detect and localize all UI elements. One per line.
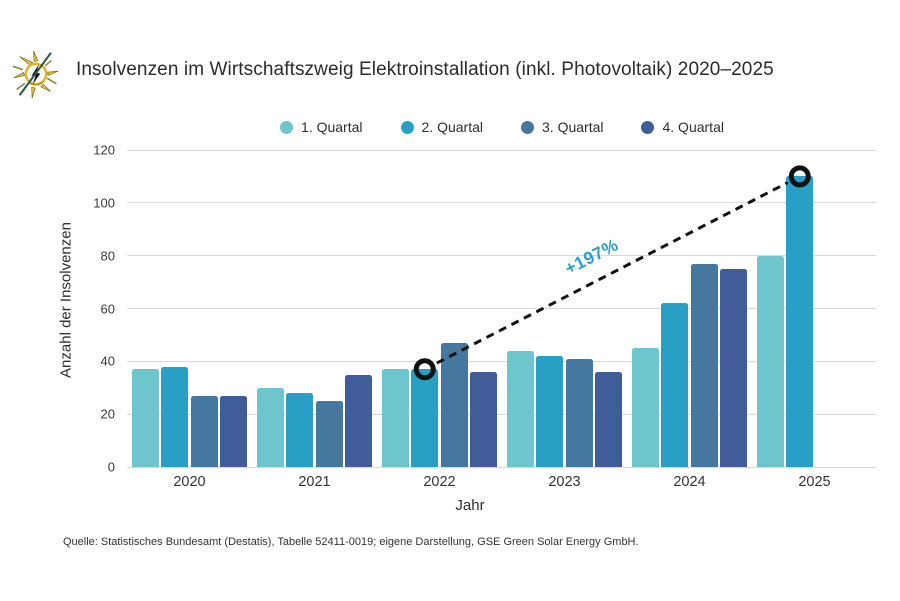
bar-2024-q3 bbox=[690, 263, 718, 467]
legend-dot-icon bbox=[280, 120, 294, 134]
bar-2025-q2 bbox=[786, 176, 814, 467]
bar-2022-q3 bbox=[440, 342, 468, 467]
bar-2020-q1 bbox=[131, 369, 159, 467]
plot-area bbox=[127, 149, 877, 468]
y-tick-label: 100 bbox=[93, 195, 115, 211]
legend-label: 1. Quartal bbox=[301, 119, 363, 135]
grid-line bbox=[127, 202, 877, 204]
legend: 1. Quartal 2. Quartal 3. Quartal 4. Quartal bbox=[127, 113, 877, 141]
bar-2023-q3 bbox=[565, 358, 593, 467]
x-axis-label: Jahr bbox=[455, 497, 485, 514]
y-tick-label: 60 bbox=[100, 301, 115, 316]
bar-2024-q4 bbox=[720, 268, 748, 467]
bar-2025-q1 bbox=[756, 255, 784, 467]
y-tick-label: 80 bbox=[100, 248, 115, 264]
grid-line bbox=[127, 149, 877, 151]
bar-2021-q2 bbox=[286, 393, 314, 467]
x-tick-label-2021: 2021 bbox=[298, 474, 331, 490]
bar-2024-q2 bbox=[661, 303, 689, 467]
legend-item: 1. Quartal bbox=[280, 119, 363, 135]
bar-2023-q4 bbox=[595, 371, 623, 467]
bar-2020-q4 bbox=[220, 395, 248, 467]
bar-2021-q4 bbox=[345, 374, 373, 467]
legend-label: 3. Quartal bbox=[542, 119, 604, 135]
sun-lightning-logo-icon bbox=[12, 50, 59, 99]
legend-dot-icon bbox=[641, 120, 655, 134]
legend-label: 4. Quartal bbox=[662, 119, 724, 135]
bar-2022-q1 bbox=[381, 369, 409, 467]
x-tick-label-2024: 2024 bbox=[673, 474, 706, 490]
bar-2021-q1 bbox=[256, 387, 284, 467]
y-tick-label: 40 bbox=[100, 353, 115, 369]
legend-item: 2. Quartal bbox=[400, 119, 483, 135]
x-tick-label-2020: 2020 bbox=[173, 474, 206, 490]
legend-dot-icon bbox=[400, 120, 414, 134]
y-tick-label: 0 bbox=[107, 459, 115, 475]
x-tick-label-2023: 2023 bbox=[548, 474, 581, 490]
grid-line bbox=[127, 413, 877, 415]
bar-2020-q2 bbox=[161, 366, 189, 467]
y-tick-label: 20 bbox=[100, 406, 115, 422]
x-tick-label-2022: 2022 bbox=[423, 474, 456, 490]
legend-item: 4. Quartal bbox=[641, 119, 724, 135]
chart-title: Insolvenzen im Wirtschaftszweig Elektroi… bbox=[76, 59, 774, 80]
legend-item: 3. Quartal bbox=[521, 119, 603, 135]
bar-2021-q3 bbox=[315, 400, 343, 467]
bar-2023-q1 bbox=[506, 350, 534, 467]
bar-2022-q2 bbox=[411, 369, 439, 467]
bar-2023-q2 bbox=[536, 356, 564, 467]
bar-2020-q3 bbox=[190, 395, 218, 467]
x-tick-label-2025: 2025 bbox=[798, 474, 831, 490]
bar-2024-q1 bbox=[631, 348, 659, 467]
y-tick-label: 120 bbox=[93, 142, 115, 158]
legend-label: 2. Quartal bbox=[421, 119, 483, 135]
legend-dot-icon bbox=[521, 120, 534, 134]
grid-line bbox=[127, 466, 877, 468]
bar-2022-q4 bbox=[470, 371, 498, 467]
source-caption: Quelle: Statistisches Bundesamt (Destati… bbox=[63, 536, 639, 548]
